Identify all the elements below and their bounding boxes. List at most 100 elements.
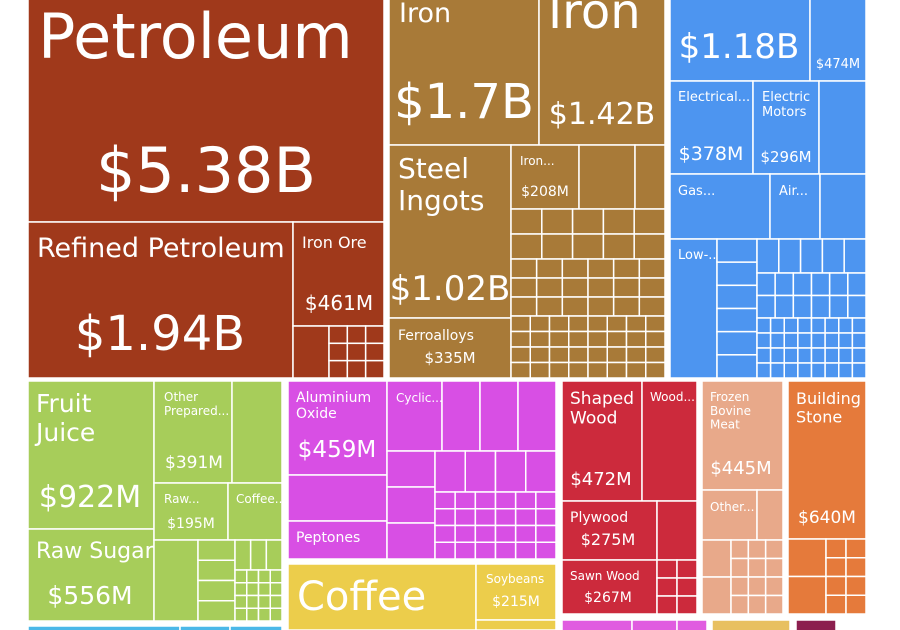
- tile-chemical-small[interactable]: [474, 508, 497, 527]
- tile-machines-small[interactable]: [838, 317, 854, 334]
- tile-metals-small[interactable]: [633, 233, 666, 260]
- tile-machines-small[interactable]: [824, 347, 840, 364]
- tile-machines-small[interactable]: [783, 362, 799, 379]
- tile-mineral-small[interactable]: [364, 359, 385, 379]
- tile-machines-small[interactable]: [783, 317, 799, 334]
- tile-metals-small[interactable]: [571, 208, 605, 235]
- tile-metals-small[interactable]: [633, 208, 666, 235]
- tile-metals-small[interactable]: [568, 346, 589, 364]
- tile-metals-small[interactable]: [587, 361, 608, 379]
- tile-steel-ingots[interactable]: [388, 144, 512, 319]
- tile-chemical-small[interactable]: [535, 541, 557, 560]
- tile-chemical-small[interactable]: [525, 450, 557, 493]
- tile-vegetable-small[interactable]: [234, 539, 252, 571]
- tile-frozen-bovine-meat[interactable]: [701, 380, 784, 491]
- tile-metals-small[interactable]: [606, 346, 628, 364]
- tile-machines-small[interactable]: [783, 332, 799, 349]
- tile-metals-small[interactable]: [510, 277, 538, 298]
- tile-vegetable-small[interactable]: [234, 582, 248, 597]
- tile-animal-small[interactable]: [747, 576, 767, 597]
- tile-bottom-sliver[interactable]: [179, 625, 231, 630]
- tile-animal-small[interactable]: [701, 576, 732, 615]
- tile-metals-small[interactable]: [548, 346, 570, 364]
- tile-machines-small[interactable]: [756, 238, 780, 274]
- tile-metals-small[interactable]: [645, 346, 666, 364]
- tile-chemical-small[interactable]: [494, 524, 517, 543]
- tile-vegetable-small[interactable]: [234, 569, 248, 584]
- tile-machines-small[interactable]: [838, 362, 854, 379]
- tile-metals-small[interactable]: [612, 277, 641, 298]
- tile-stone-small[interactable]: [825, 594, 847, 615]
- tile-wood-small[interactable]: [656, 500, 698, 561]
- tile-metals-small[interactable]: [625, 361, 647, 379]
- tile-metals-small[interactable]: [612, 258, 641, 279]
- tile-mineral-small[interactable]: [364, 342, 385, 362]
- tile-bottom-sliver[interactable]: [711, 619, 791, 630]
- tile-metals-small[interactable]: [612, 296, 641, 317]
- tile-iron-2[interactable]: [538, 0, 666, 146]
- tile-wood-small[interactable]: [656, 559, 678, 579]
- tile-chemical-small[interactable]: [454, 524, 477, 543]
- tile-metals-small[interactable]: [587, 346, 608, 364]
- tile-chemical-small[interactable]: [514, 508, 537, 527]
- tile-metals-small[interactable]: [510, 258, 538, 279]
- tile-machines-small[interactable]: [810, 362, 826, 379]
- tile-chemical-small[interactable]: [494, 450, 527, 493]
- tile-stone-small[interactable]: [787, 538, 827, 578]
- tile-vegetable-small[interactable]: [234, 607, 248, 622]
- tile-metals-small[interactable]: [510, 346, 531, 364]
- tile-electric-motors[interactable]: [752, 80, 820, 175]
- tile-machines-small[interactable]: [824, 362, 840, 379]
- tile-chemical-small[interactable]: [514, 541, 537, 560]
- tile-wood-small[interactable]: [676, 577, 698, 597]
- tile-metals-small[interactable]: [548, 315, 570, 333]
- tile-metals-small[interactable]: [645, 315, 666, 333]
- tile-chemical-small[interactable]: [434, 491, 456, 510]
- tile-metals-small[interactable]: [541, 233, 574, 260]
- tile-iron-other[interactable]: [510, 144, 580, 210]
- tile-animal-other[interactable]: [701, 489, 758, 541]
- tile-vegetable-small[interactable]: [234, 594, 248, 609]
- tile-stone-small[interactable]: [787, 575, 827, 615]
- tile-machines-small[interactable]: [824, 332, 840, 349]
- tile-vegetable-small[interactable]: [269, 582, 283, 597]
- tile-metals-small[interactable]: [645, 361, 666, 379]
- tile-metals-small[interactable]: [535, 258, 564, 279]
- tile-machines-small[interactable]: [847, 272, 867, 297]
- tile-metals-small[interactable]: [548, 330, 570, 348]
- tile-vegetable-small[interactable]: [265, 539, 283, 571]
- tile-iron-1[interactable]: [388, 0, 540, 146]
- tile-machines-small[interactable]: [810, 272, 831, 297]
- tile-metals-small[interactable]: [529, 330, 551, 348]
- tile-vegetable-small[interactable]: [153, 539, 199, 622]
- tile-wood-small[interactable]: [656, 577, 678, 597]
- tile-machines-small[interactable]: [810, 347, 826, 364]
- tile-metals-small[interactable]: [561, 258, 589, 279]
- tile-vegetable-small[interactable]: [246, 582, 260, 597]
- tile-mineral-small[interactable]: [346, 342, 367, 362]
- tile-bottom-sliver[interactable]: [561, 619, 633, 630]
- tile-machines-small[interactable]: [756, 317, 772, 334]
- tile-shaped-wood[interactable]: [561, 380, 643, 502]
- tile-metals-small[interactable]: [638, 258, 666, 279]
- tile-mineral-small[interactable]: [292, 325, 330, 379]
- tile-metals-small[interactable]: [625, 330, 647, 348]
- tile-animal-small[interactable]: [756, 489, 784, 541]
- tile-metals-small[interactable]: [568, 330, 589, 348]
- tile-metals-small[interactable]: [645, 330, 666, 348]
- tile-machines-small[interactable]: [756, 347, 772, 364]
- tile-wood-small[interactable]: [676, 595, 698, 615]
- tile-machines-small[interactable]: [769, 332, 785, 349]
- tile-machines-small[interactable]: [797, 317, 813, 334]
- tile-metals-small[interactable]: [625, 346, 647, 364]
- tile-machines-small[interactable]: [756, 362, 772, 379]
- tile-bottom-sliver[interactable]: [631, 619, 678, 630]
- tile-chemical-small[interactable]: [494, 491, 517, 510]
- tile-chemical-small[interactable]: [494, 541, 517, 560]
- tile-chemical-small[interactable]: [479, 380, 519, 452]
- tile-metals-small[interactable]: [587, 277, 615, 298]
- tile-chemical-small[interactable]: [434, 508, 456, 527]
- tile-metals-small[interactable]: [529, 361, 551, 379]
- tile-stone-small[interactable]: [825, 575, 847, 596]
- tile-machines-small[interactable]: [843, 238, 867, 274]
